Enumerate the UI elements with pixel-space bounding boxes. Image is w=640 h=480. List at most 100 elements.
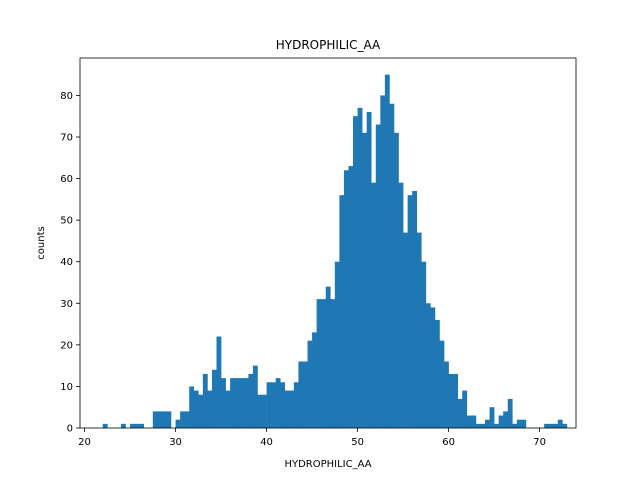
histogram-bar [294,382,299,428]
histogram-bar [399,183,404,428]
x-tick-label: 20 [78,437,91,448]
histogram-bar [494,424,499,428]
histogram-bar [326,287,331,428]
histogram-bar [467,416,472,428]
histogram-bar [226,391,231,428]
histogram-bar [499,416,504,428]
histogram-bar [449,374,454,428]
histogram-bar [403,233,408,428]
histogram-bar [385,75,390,428]
histogram-bar [253,366,258,428]
histogram-bar [298,361,303,428]
histogram-bar [217,337,222,428]
x-axis-label: HYDROPHILIC_AA [284,459,371,470]
histogram-bar [257,395,262,428]
histogram-bar [380,95,385,428]
histogram-bar [153,411,158,428]
x-tick-label: 60 [442,437,455,448]
y-tick-label: 50 [60,216,73,227]
y-tick-label: 30 [60,299,73,310]
histogram-bar [130,424,135,428]
y-tick-label: 80 [60,91,73,102]
histogram-bar [330,299,335,428]
histogram-bar [371,183,376,428]
x-axis-ticks: 20 30 40 50 60 70 [78,428,546,448]
histogram-bar [267,382,272,428]
histogram-bar [166,411,171,428]
histogram-bar [421,262,426,428]
histogram-bar [239,378,244,428]
histogram-bar [444,361,449,428]
histogram-bar [303,361,308,428]
x-tick-label: 40 [260,437,273,448]
histogram-bar [135,424,140,428]
histogram-bar [553,424,558,428]
histogram-bar [412,191,417,428]
histogram-bar [544,424,549,428]
histogram-bar [185,411,190,428]
y-tick-label: 0 [67,424,73,435]
histogram-bar [562,424,567,428]
histogram-bar [244,378,249,428]
histogram-bar [230,378,235,428]
histogram-bar [517,420,522,428]
histogram-bar [103,424,108,428]
histogram-bar [339,195,344,428]
histogram-bar [207,391,212,428]
histogram-bar [485,420,490,428]
histogram-bar [549,424,554,428]
histogram-bar [471,416,476,428]
histogram-bar [408,195,413,428]
histogram-bar [321,299,326,428]
histogram-bar [358,108,363,428]
histogram-bar [439,341,444,428]
histogram-bar [121,424,126,428]
histogram-bar [180,411,185,428]
histogram-bar [367,112,372,428]
histogram-bar [521,420,526,428]
histogram-bar [503,411,508,428]
histogram-bar [435,320,440,428]
histogram-bar [335,262,340,428]
histogram-bar [417,233,422,428]
y-tick-label: 70 [60,132,73,143]
histogram-bar [248,374,253,428]
histogram-bar [280,382,285,428]
histogram-bars [103,75,567,428]
histogram-bar [176,420,181,428]
histogram-bar [212,370,217,428]
histogram-bar [157,411,162,428]
x-tick-label: 30 [169,437,182,448]
histogram-bar [558,420,563,428]
histogram-bar [453,374,458,428]
histogram-bar [162,411,167,428]
histogram-bar [508,399,513,428]
y-tick-label: 10 [60,382,73,393]
histogram-bar [490,407,495,428]
histogram-bar [221,378,226,428]
histogram-bar [312,332,317,428]
histogram-bar [394,133,399,428]
y-axis-ticks: 0 10 20 30 40 50 60 70 80 [60,91,80,435]
histogram-bar [376,125,381,428]
x-tick-label: 70 [533,437,546,448]
y-axis-label: counts [36,226,47,259]
y-tick-label: 20 [60,340,73,351]
histogram-bar [262,395,267,428]
histogram-bar [198,395,203,428]
histogram-bar [458,399,463,428]
histogram-bar [430,307,435,428]
y-tick-label: 40 [60,257,73,268]
histogram-bar [308,341,313,428]
histogram-bar [194,391,199,428]
histogram-bar [289,391,294,428]
histogram-bar [271,382,276,428]
histogram-bar [344,170,349,428]
histogram-bar [276,378,281,428]
histogram-bar [462,391,467,428]
histogram-bar [480,424,485,428]
histogram-bar [426,303,431,428]
histogram-bar [203,374,208,428]
x-tick-label: 50 [351,437,364,448]
